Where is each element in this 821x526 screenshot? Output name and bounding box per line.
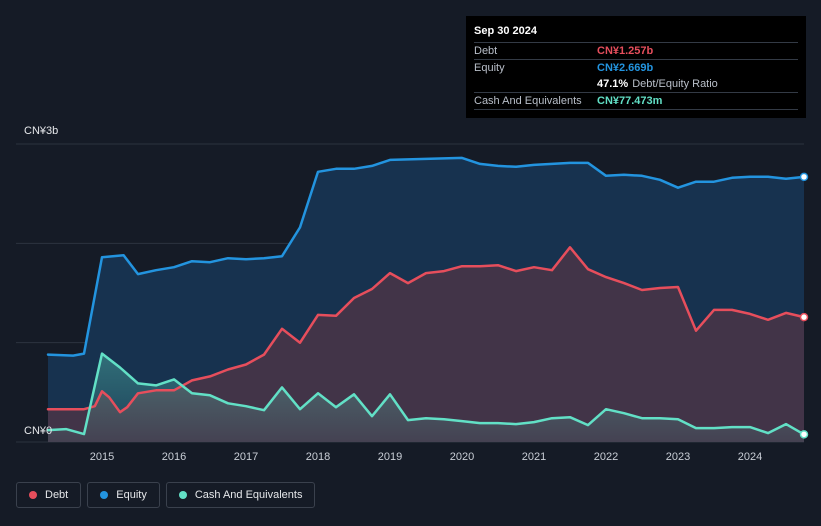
equity-line [46, 156, 806, 357]
tooltip-ratio-label: Debt/Equity Ratio [632, 78, 718, 90]
tooltip-row-cash: Cash And Equivalents CN¥77.473m [474, 92, 798, 109]
tooltip-debt-label: Debt [474, 45, 498, 57]
tooltip-row-equity: Equity CN¥2.669b [474, 59, 798, 76]
equity-endpoint [799, 172, 809, 182]
equity-dot-icon [100, 491, 109, 499]
legend-item-cash[interactable]: Cash And Equivalents [165, 482, 316, 508]
x-tick-label: 2021 [522, 451, 546, 463]
debt-dot-icon [29, 491, 37, 499]
tooltip-debt-value: CN¥1.257b [597, 45, 654, 57]
x-tick-label: 2020 [450, 451, 474, 463]
cash-area [48, 353, 804, 442]
debt-line [46, 246, 806, 414]
x-tick-label: 2017 [234, 451, 258, 463]
tooltip-ratio-value: 47.1% [597, 78, 629, 90]
tooltip-row-debt: Debt CN¥1.257b [474, 42, 798, 59]
x-tick-label: 2023 [666, 451, 690, 463]
legend-item-equity[interactable]: Equity [87, 482, 160, 508]
x-tick-label: 2018 [306, 451, 330, 463]
tooltip-date: Sep 30 2024 [474, 25, 537, 37]
x-tick-label: 2022 [594, 451, 618, 463]
tooltip-panel: Sep 30 2024 Debt CN¥1.257b Equity CN¥2.6… [466, 16, 806, 118]
legend-cash-label: Cash And Equivalents [194, 489, 303, 501]
tooltip-row-ratio: 47.1% Debt/Equity Ratio [474, 76, 798, 92]
debt-area [48, 247, 804, 442]
tooltip-equity-value: CN¥2.669b [597, 62, 654, 74]
x-tick-label: 2016 [162, 451, 186, 463]
x-tick-label: 2024 [738, 451, 762, 463]
legend-item-debt[interactable]: Debt [16, 482, 82, 508]
tooltip-cash-label: Cash And Equivalents [474, 95, 582, 107]
tooltip-cash-value: CN¥77.473m [597, 95, 663, 107]
cash-endpoint [799, 430, 809, 439]
legend-equity-label: Equity [116, 489, 147, 501]
y-axis-label-top: CN¥3b [24, 125, 58, 137]
cash-dot-icon [178, 491, 187, 499]
debt-endpoint [799, 312, 809, 322]
x-tick-label: 2019 [378, 451, 402, 463]
cash-line [46, 352, 806, 436]
y-axis-label-bottom: CN¥0 [24, 425, 52, 437]
chart-legend: Debt Equity Cash And Equivalents [16, 482, 316, 508]
x-tick-label: 2015 [90, 451, 114, 463]
tooltip-equity-label: Equity [474, 62, 505, 74]
legend-debt-label: Debt [45, 489, 69, 501]
